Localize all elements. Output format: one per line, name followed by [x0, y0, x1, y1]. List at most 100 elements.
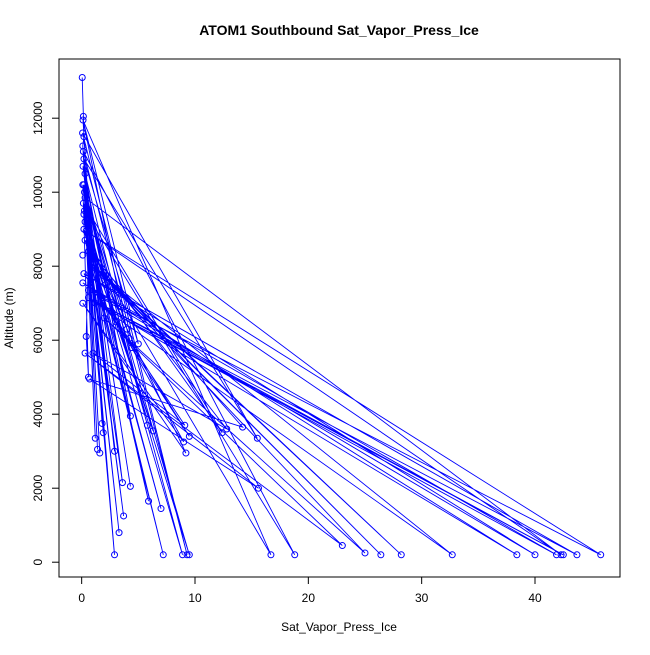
data-point — [597, 551, 605, 559]
data-point — [145, 497, 153, 505]
x-tick-label: 30 — [415, 591, 429, 605]
y-tick-label: 0 — [31, 559, 45, 566]
data-point — [82, 333, 90, 340]
x-tick-label: 40 — [528, 591, 542, 605]
data-point — [553, 551, 561, 559]
data-point — [80, 210, 88, 218]
data-point — [125, 334, 133, 342]
data-point — [513, 551, 521, 559]
data-point — [81, 218, 89, 226]
data-point — [111, 447, 119, 455]
data-point — [253, 434, 261, 442]
data-point — [218, 429, 226, 437]
data-point — [84, 373, 92, 381]
data-point — [181, 421, 189, 429]
data-point — [267, 551, 275, 559]
data-point — [123, 325, 131, 333]
data-point — [134, 340, 142, 348]
x-tick-label: 20 — [302, 591, 316, 605]
data-point — [96, 449, 104, 457]
data-point — [531, 551, 539, 559]
data-point — [79, 148, 87, 155]
data-point — [120, 512, 128, 520]
data-point — [98, 294, 106, 302]
data-point — [81, 170, 89, 178]
data-point — [80, 155, 88, 163]
data-point — [126, 412, 134, 420]
data-point — [91, 264, 99, 272]
data-point — [79, 299, 87, 307]
data-point — [448, 551, 456, 559]
data-point — [80, 270, 88, 278]
data-point — [81, 349, 89, 357]
data-point — [84, 286, 92, 294]
data-point — [82, 227, 90, 235]
data-point — [182, 449, 190, 457]
x-axis: 0 10 20 30 40 — [78, 576, 542, 605]
data-point — [84, 294, 92, 302]
data-point — [115, 529, 123, 537]
data-point — [87, 259, 95, 266]
data-point — [91, 299, 99, 307]
data-point — [98, 419, 106, 427]
x-tick-label: 10 — [188, 591, 202, 605]
data-point — [143, 421, 151, 429]
data-point — [79, 129, 87, 137]
x-axis-label: Sat_Vapor_Press_Ice — [281, 620, 397, 634]
data-point — [81, 236, 89, 244]
y-tick-label: 12000 — [31, 101, 45, 135]
y-tick-label: 4000 — [31, 401, 45, 428]
data-point — [79, 251, 87, 259]
data-point — [239, 423, 247, 431]
data-point — [79, 279, 87, 287]
data-point — [79, 162, 87, 170]
data-point — [100, 314, 108, 322]
chart-title: ATOM1 Southbound Sat_Vapor_Press_Ice — [199, 22, 479, 38]
data-point — [573, 551, 581, 559]
data-point — [86, 375, 94, 383]
y-tick-label: 2000 — [31, 475, 45, 502]
y-tick-label: 6000 — [31, 327, 45, 354]
data-point — [79, 112, 87, 120]
data-point — [338, 542, 346, 550]
data-point — [361, 549, 369, 557]
y-tick-label: 8000 — [31, 253, 45, 280]
data-point — [223, 425, 231, 433]
data-point — [179, 551, 187, 559]
data-point — [84, 247, 92, 255]
x-tick-label: 0 — [78, 591, 85, 605]
data-point — [149, 427, 157, 435]
data-point — [99, 429, 107, 437]
data-point — [126, 482, 134, 490]
series-path-group — [81, 77, 601, 556]
data-point — [94, 445, 102, 453]
data-point — [91, 434, 99, 442]
data-point — [291, 551, 299, 559]
data-point — [79, 116, 87, 124]
data-point — [254, 484, 262, 492]
data-point — [397, 551, 405, 559]
data-point — [557, 551, 565, 559]
data-point — [157, 505, 165, 513]
data-point — [117, 303, 125, 311]
data-point — [80, 225, 88, 233]
data-point — [108, 308, 116, 316]
data-point — [183, 551, 191, 559]
y-axis-label: Altitude (m) — [2, 287, 16, 348]
data-point — [185, 551, 193, 559]
data-point — [78, 74, 86, 81]
data-point — [180, 438, 188, 446]
data-point — [185, 432, 193, 440]
data-point — [128, 344, 136, 352]
series-line — [81, 77, 601, 556]
data-point — [112, 318, 120, 326]
data-point — [101, 281, 109, 289]
data-point — [99, 271, 107, 279]
data-point — [559, 551, 567, 559]
series-points-group — [78, 74, 605, 559]
data-point — [377, 551, 385, 559]
data-point — [80, 181, 88, 189]
y-tick-label: 10000 — [31, 175, 45, 209]
